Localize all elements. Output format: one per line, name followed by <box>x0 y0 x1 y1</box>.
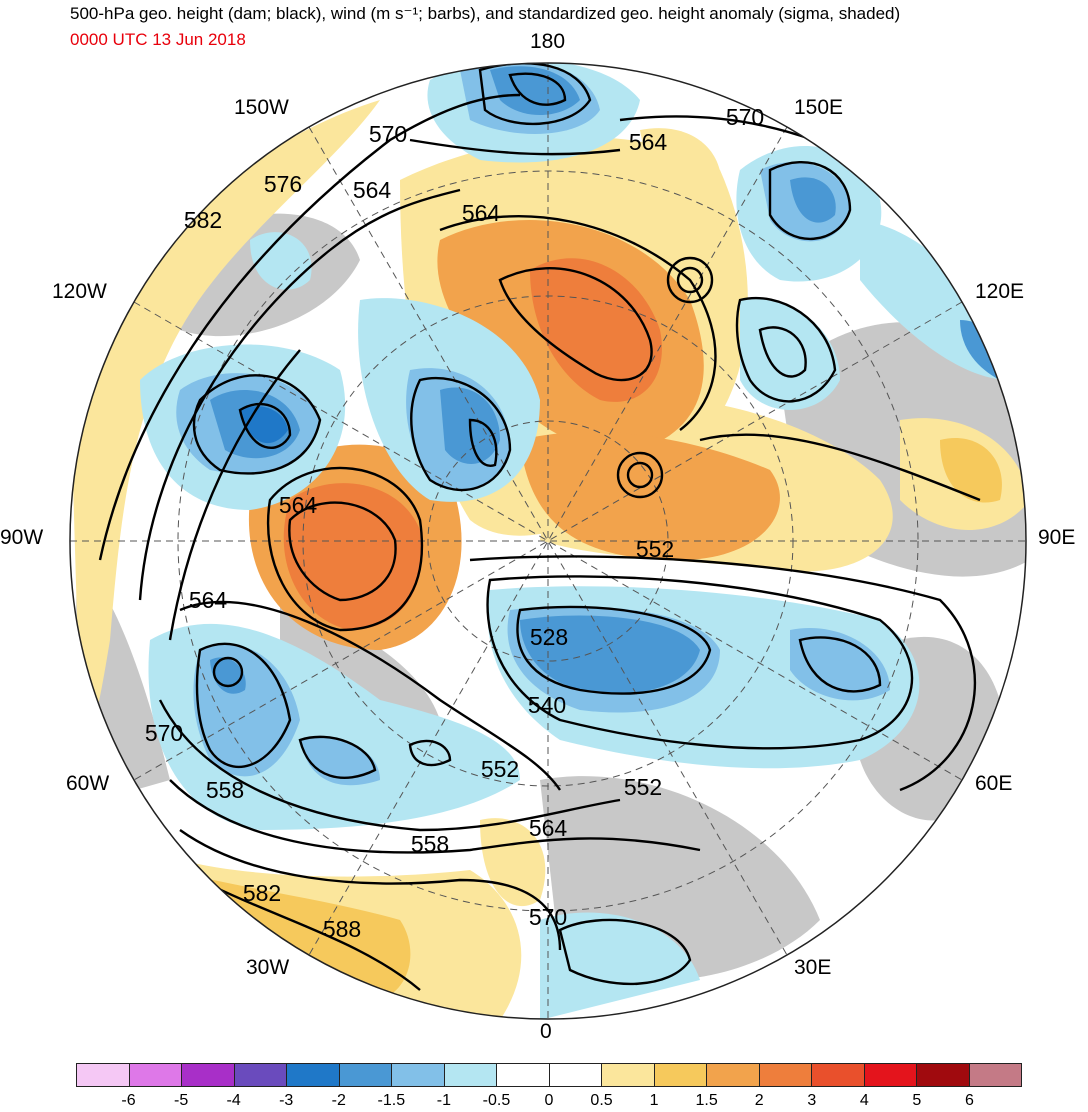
colorbar-swatch <box>969 1064 1021 1086</box>
lon-label-150w: 150W <box>234 96 289 119</box>
contour-label: 552 <box>636 536 674 562</box>
lon-label-0: 0 <box>540 1020 552 1043</box>
lon-label-30w: 30W <box>246 956 290 979</box>
colorbar-swatch <box>497 1064 550 1086</box>
contour-label: 564 <box>189 587 228 613</box>
colorbar-swatch <box>444 1064 497 1086</box>
colorbar-swatch <box>234 1064 287 1086</box>
polar-map: 570 576 582 564 564 570 564 564 564 570 … <box>69 62 1027 1020</box>
colorbar-tick-label: -1 <box>436 1092 451 1109</box>
colorbar-tick-label: 0.5 <box>590 1092 613 1109</box>
colorbar-tick-label: 6 <box>964 1092 974 1109</box>
contour-label: 582 <box>184 207 222 233</box>
contour-label: 564 <box>279 492 318 518</box>
colorbar-swatch <box>287 1064 340 1086</box>
contour-label: 528 <box>530 624 568 650</box>
contour-label: 558 <box>206 777 244 803</box>
colorbar-swatch <box>182 1064 235 1086</box>
contour-label: 552 <box>481 756 519 782</box>
colorbar-swatch <box>77 1064 130 1086</box>
colorbar-swatch <box>602 1064 655 1086</box>
contour-label: 552 <box>624 774 662 800</box>
lon-label-180: 180 <box>530 30 566 53</box>
colorbar-tick-label: -4 <box>226 1092 241 1109</box>
colorbar-tick-label: 5 <box>912 1092 922 1109</box>
colorbar-tick-label: -0.5 <box>482 1092 511 1109</box>
colorbar <box>76 1063 1022 1087</box>
colorbar-tick-label: 1.5 <box>695 1092 718 1109</box>
lon-label-150e: 150E <box>794 96 844 119</box>
colorbar-tick-label: 3 <box>807 1092 817 1109</box>
colorbar-tick-label: 0 <box>544 1092 554 1109</box>
chart-title: 500-hPa geo. height (dam; black), wind (… <box>70 4 901 23</box>
contour-labels: 570 576 582 564 564 570 564 564 564 570 … <box>145 104 764 942</box>
colorbar-swatch <box>549 1064 602 1086</box>
contour-label: 564 <box>529 815 568 841</box>
contour-label: 564 <box>353 177 392 203</box>
colorbar-tick-label: 2 <box>754 1092 764 1109</box>
contour-label: 570 <box>145 720 183 746</box>
contour-label: 570 <box>369 121 407 147</box>
contour-label: 582 <box>243 880 281 906</box>
contour-label: 588 <box>323 916 361 942</box>
contour-label: 576 <box>264 171 302 197</box>
contour-label: 564 <box>462 200 501 226</box>
contour-label: 558 <box>411 831 449 857</box>
valid-time: 0000 UTC 13 Jun 2018 <box>70 30 246 49</box>
colorbar-tick-label: -6 <box>121 1092 136 1109</box>
colorbar-swatch <box>864 1064 917 1086</box>
lon-label-90e: 90E <box>1038 526 1076 549</box>
colorbar-tick-label: -2 <box>331 1092 346 1109</box>
lon-label-120w: 120W <box>52 280 107 303</box>
colorbar-swatch <box>812 1064 865 1086</box>
colorbar-ticks: -6 -5 -4 -3 -2 -1.5 -1 -0.5 0 0.5 1 1.5 2 3 4 5 6 <box>76 1092 1022 1112</box>
colorbar-tick-label: -5 <box>173 1092 189 1109</box>
lon-label-60w: 60W <box>66 772 110 795</box>
colorbar-tick-label: 4 <box>859 1092 869 1109</box>
lon-label-90w: 90W <box>0 526 44 549</box>
contour-label: 570 <box>726 104 764 130</box>
contour-label: 564 <box>629 129 668 155</box>
colorbar-swatch <box>759 1064 812 1086</box>
colorbar-swatch <box>129 1064 182 1086</box>
colorbar-tick-label: 1 <box>649 1092 659 1109</box>
colorbar-tick-label: -3 <box>279 1092 294 1109</box>
lon-label-30e: 30E <box>794 956 832 979</box>
contour-label: 570 <box>529 904 567 930</box>
contour-label: 540 <box>528 692 566 718</box>
colorbar-tick-label: -1.5 <box>377 1092 406 1109</box>
map-border <box>69 62 1027 1020</box>
colorbar-swatch <box>392 1064 445 1086</box>
colorbar-swatch <box>654 1064 707 1086</box>
colorbar-swatch <box>339 1064 392 1086</box>
colorbar-swatch <box>707 1064 760 1086</box>
lon-label-120e: 120E <box>975 280 1025 303</box>
lon-label-60e: 60E <box>975 772 1013 795</box>
colorbar-swatch <box>917 1064 970 1086</box>
